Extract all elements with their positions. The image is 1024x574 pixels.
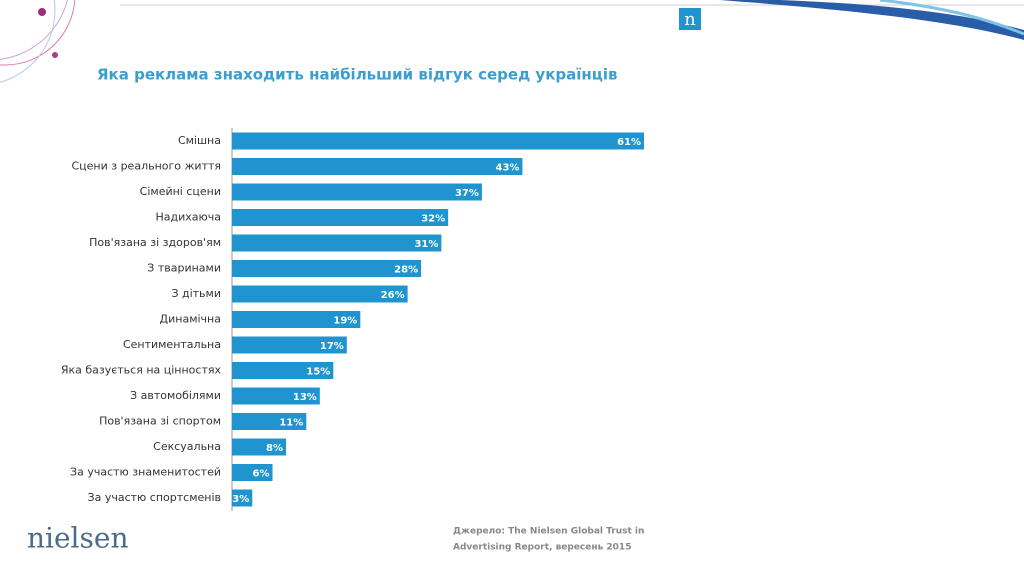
category-label: Сексуальна — [153, 440, 221, 453]
value-label: 15% — [306, 367, 330, 378]
category-label: Смішна — [178, 134, 221, 147]
value-label: 32% — [421, 214, 445, 225]
logo: nielsen — [27, 522, 129, 555]
bar — [232, 464, 273, 481]
bar — [232, 438, 287, 456]
plot: Смішна 61% Сцени з реального життя 43% Сімей… — [61, 132, 644, 507]
category-label: Сімейні сцени — [140, 185, 221, 198]
value-label: 37% — [455, 188, 479, 199]
category-label: Сцени з реального життя — [71, 160, 221, 173]
bar — [232, 413, 307, 430]
bar — [232, 158, 523, 175]
bar — [232, 234, 442, 252]
value-label: 61% — [617, 137, 641, 148]
bar — [232, 285, 408, 303]
bar — [232, 183, 482, 201]
value-label: 13% — [293, 392, 317, 403]
source-line: Advertising Report, вересень 2015 — [453, 543, 631, 553]
bar — [232, 311, 361, 328]
logo-mark-box — [679, 8, 701, 30]
value-label: 31% — [414, 239, 438, 250]
bar — [232, 132, 644, 150]
value-label: 11% — [279, 418, 303, 429]
value-label: 8% — [266, 443, 283, 454]
bar — [232, 260, 422, 277]
category-label: З тваринами — [147, 262, 221, 275]
decoration — [0, 0, 1024, 83]
bar — [232, 336, 347, 354]
chart-title: Яка реклама знаходить найбільший відгук … — [97, 66, 618, 84]
bar — [232, 387, 320, 405]
category-label: За участю спортсменів — [88, 491, 221, 504]
value-label: 43% — [495, 163, 519, 174]
category-label: Динамічна — [160, 313, 221, 326]
category-label: З автомобілями — [130, 389, 221, 402]
category-label: Пов'язана зі здоров'ям — [89, 236, 221, 249]
category-label: Сентиментальна — [123, 338, 221, 351]
category-label: Надихаюча — [155, 211, 221, 224]
category-label: За участю знаменитостей — [70, 466, 221, 479]
value-label: 17% — [320, 341, 344, 352]
category-label: З дітьми — [171, 287, 221, 300]
value-label: 28% — [394, 265, 418, 276]
value-label: 3% — [232, 494, 249, 505]
bar — [232, 362, 334, 379]
value-label: 26% — [381, 290, 405, 301]
category-label: Яка базується на цінностях — [61, 364, 222, 377]
logo-mark: n — [684, 9, 696, 30]
bar — [232, 489, 253, 507]
bar — [232, 209, 449, 226]
value-label: 6% — [253, 469, 270, 480]
category-label: Пов'язана зі спортом — [99, 415, 221, 428]
value-label: 19% — [333, 316, 357, 327]
source-line: Джерело: The Nielsen Global Trust in — [453, 527, 644, 537]
